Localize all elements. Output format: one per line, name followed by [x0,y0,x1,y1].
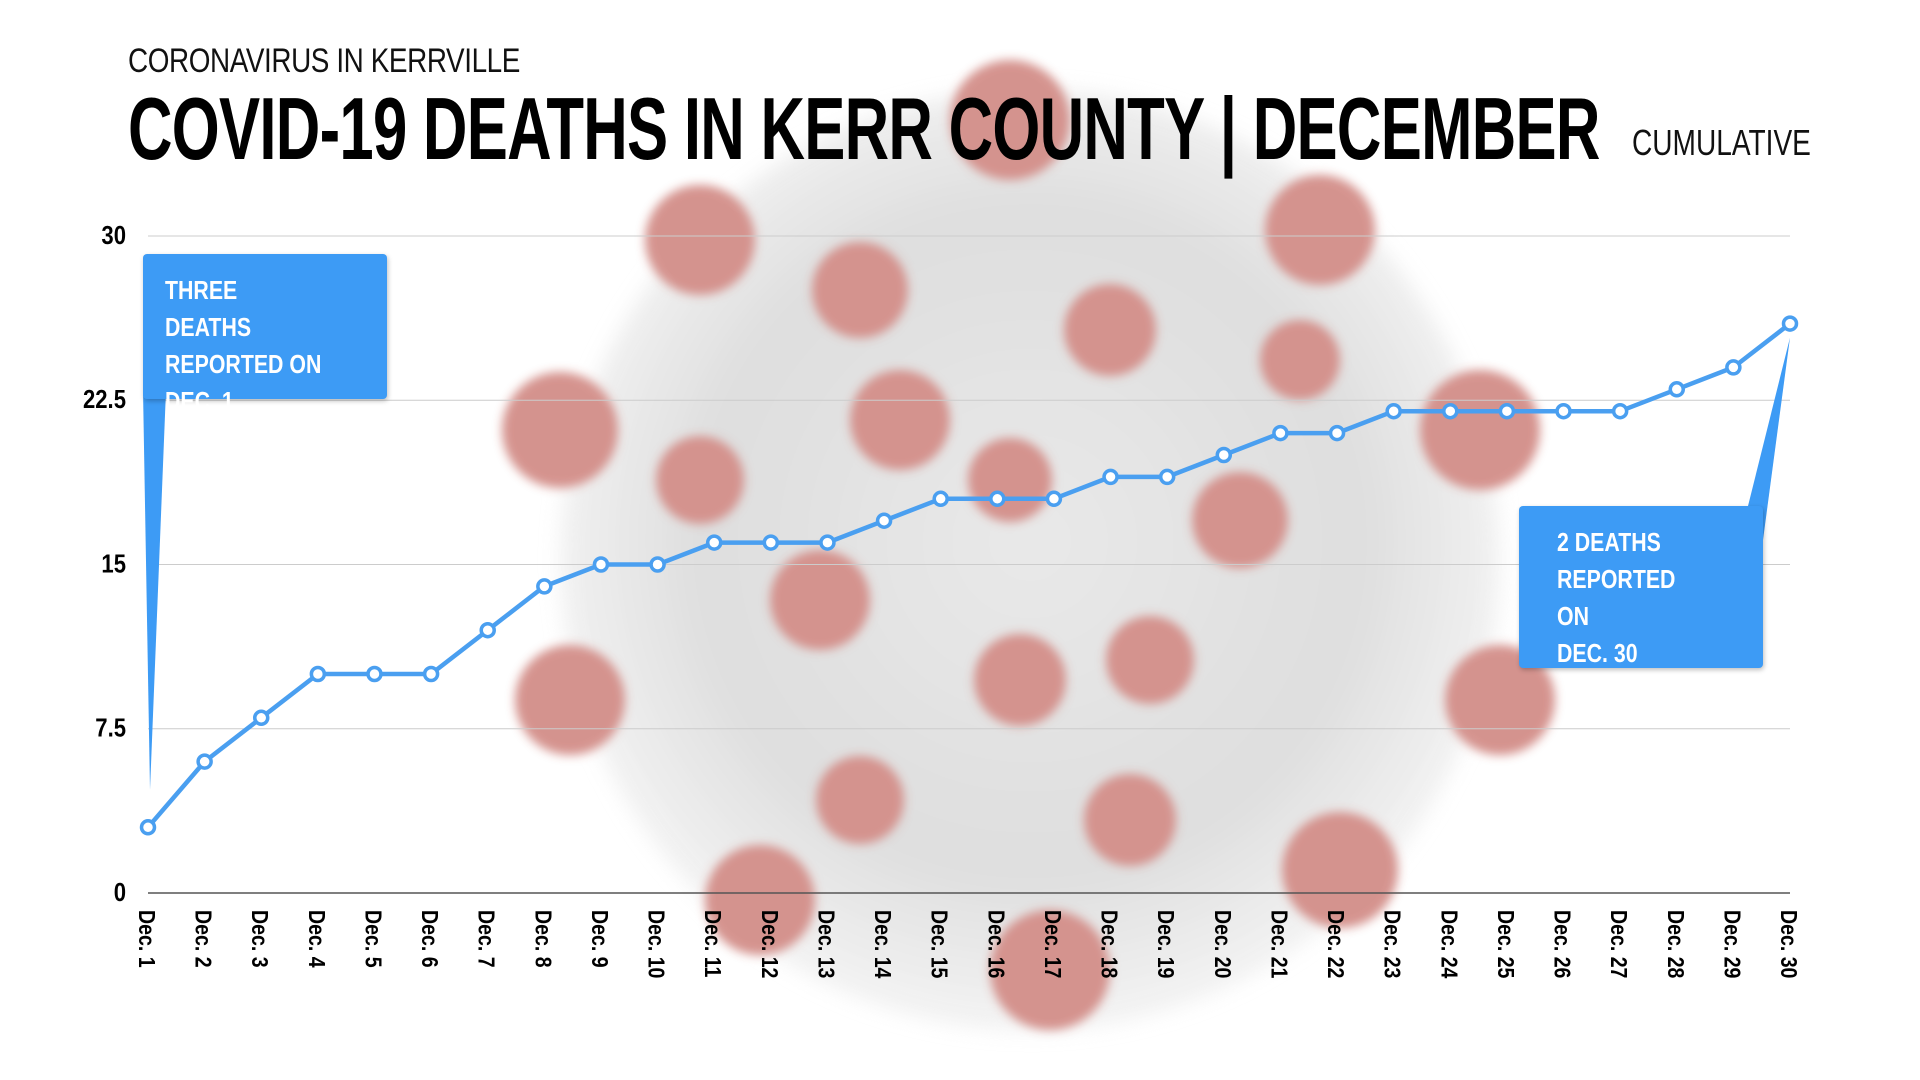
data-point [1102,468,1119,486]
data-point [139,819,157,836]
x-tick-label: Dec. 24 [1436,910,1462,979]
data-point [1215,446,1233,464]
x-tick-label: Dec. 17 [1040,910,1066,978]
y-tick-label: 0 [114,878,126,907]
data-point [875,512,893,529]
x-tick-label: Dec. 7 [473,910,499,968]
data-point [536,578,553,595]
data-point [1442,402,1459,420]
x-tick-label: Dec. 27 [1606,910,1632,978]
data-point [1328,424,1346,442]
x-tick-label: Dec. 19 [1153,910,1179,979]
x-tick-label: Dec. 5 [360,910,386,968]
x-tick-label: Dec. 3 [247,910,273,968]
callout-dec-30-text: 2 DEATHS REPORTED ON DEC. 30 [1557,527,1676,668]
chart-subtitle-cumulative: CUMULATIVE [1632,122,1811,163]
data-point [1725,359,1742,376]
data-point [762,534,780,551]
chart-title: COVID-19 DEATHS IN KERR COUNTY | DECEMBE… [128,79,1600,178]
y-tick-label: 7.5 [95,714,126,743]
data-point [422,665,440,683]
x-tick-label: Dec. 23 [1379,910,1405,979]
x-tick-label: Dec. 2 [190,910,216,968]
data-point [649,556,666,573]
callout-dec-1-pointer [143,390,166,790]
x-tick-label: Dec. 30 [1776,910,1802,978]
grid-lines [148,235,1790,894]
data-point [309,665,327,683]
data-point [592,556,610,573]
chart-kicker: CORONAVIRUS IN KERRVILLE [128,42,520,80]
data-point [252,709,270,727]
data-point [1272,424,1289,442]
data-point [1045,490,1063,508]
x-tick-label: Dec. 22 [1323,910,1349,978]
data-point [479,621,496,639]
data-point [1498,402,1516,420]
data-point [1158,468,1176,486]
x-tick-label: Dec. 8 [530,910,556,968]
x-tick-label: Dec. 29 [1719,910,1745,979]
x-tick-label: Dec. 15 [926,910,952,979]
callout-dec-1: THREE DEATHS REPORTED ON DEC. 1 [143,254,387,416]
x-tick-label: Dec. 11 [700,910,726,977]
y-axis-ticks: 0 7.5 15 22.5 30 [83,221,126,907]
data-point [1555,402,1572,420]
x-axis-ticks: Dec. 1 Dec. 2 Dec. 3 Dec. 4 Dec. 5 Dec. 6 Dec.… [134,910,1802,979]
data-point [196,753,213,770]
x-tick-label: Dec. 1 [134,910,160,968]
x-tick-label: Dec. 13 [813,910,839,979]
x-tick-label: Dec. 25 [1493,910,1519,979]
y-tick-label: 15 [101,550,126,579]
callout-dec-1-text: THREE DEATHS REPORTED ON DEC. 1 [165,275,322,416]
data-point [1668,381,1686,398]
x-tick-label: Dec. 6 [417,910,443,968]
series-line-path [146,321,1792,829]
data-point [1385,402,1402,420]
data-point [1781,315,1799,332]
data-point [1611,402,1629,420]
data-point [989,490,1006,508]
x-tick-label: Dec. 9 [587,910,613,968]
x-tick-label: Dec. 20 [1209,910,1235,978]
x-tick-label: Dec. 10 [643,910,669,978]
data-point [932,490,949,508]
x-tick-label: Dec. 16 [983,910,1009,979]
data-point [705,534,723,551]
callout-dec-30: 2 DEATHS REPORTED ON DEC. 30 [1519,506,1763,668]
series-line [146,321,1792,829]
series-points [139,315,1799,836]
callout-pointers [143,337,1790,790]
x-tick-label: Dec. 26 [1549,910,1575,979]
x-tick-label: Dec. 21 [1266,910,1292,979]
x-tick-label: Dec. 18 [1096,910,1122,979]
x-tick-label: Dec. 28 [1662,910,1688,979]
y-tick-label: 30 [101,221,126,250]
x-tick-label: Dec. 4 [303,910,329,968]
data-point [366,665,383,683]
x-tick-label: Dec. 12 [756,910,782,978]
data-point [819,534,836,551]
x-tick-label: Dec. 14 [870,910,896,979]
y-tick-label: 22.5 [83,386,126,415]
callout-dec-30-pointer [1748,337,1790,540]
